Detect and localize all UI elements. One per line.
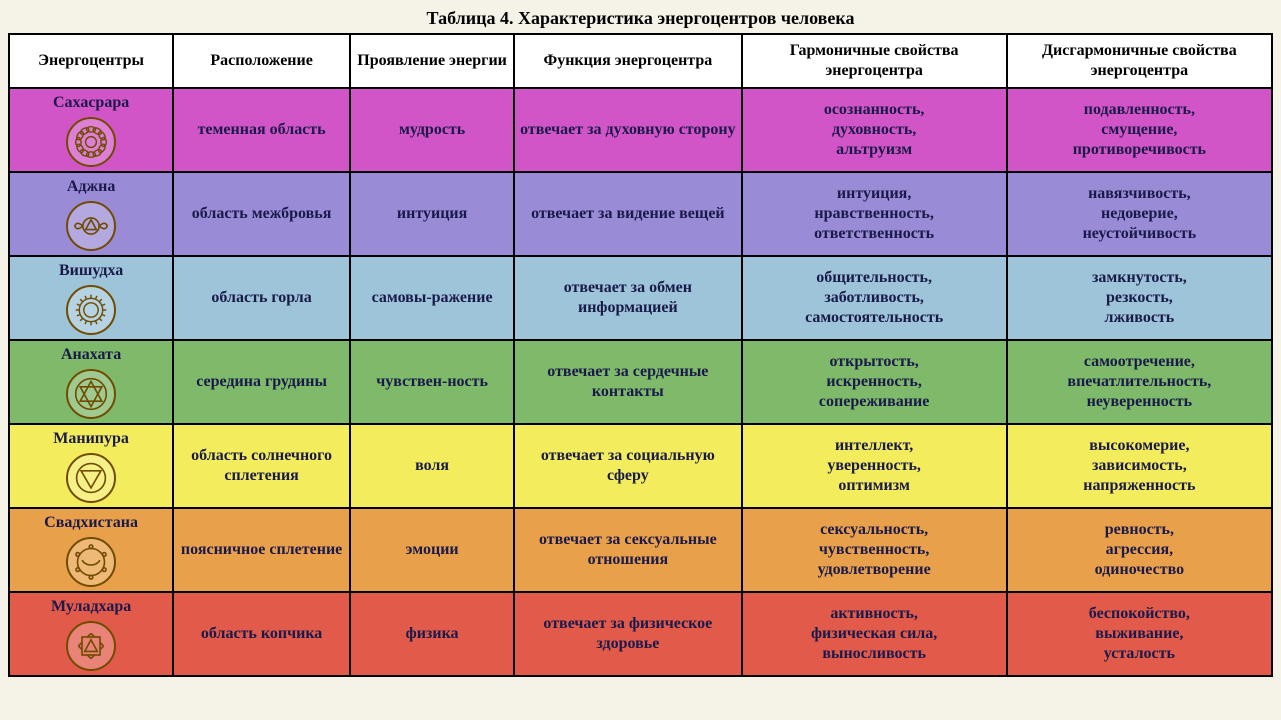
square-icon (66, 621, 116, 671)
cell-function: отвечает за сексуальные отношения (514, 508, 741, 592)
crescent-icon (66, 537, 116, 587)
cell-energy: самовы-ражение (350, 256, 514, 340)
table-caption: Таблица 4. Характеристика энергоцентров … (8, 8, 1273, 29)
table-row: Вишудха область горласамовы-ражениеотвеч… (9, 256, 1272, 340)
cell-harmonic: осознанность,духовность,альтруизм (742, 88, 1007, 172)
cell-energy: физика (350, 592, 514, 676)
cell-location: область межбровья (173, 172, 350, 256)
table-row: Сахасрара теменная областьмудростьотвеча… (9, 88, 1272, 172)
header-energy-centers: Энергоцентры (9, 34, 173, 88)
table-row: Аджна область межбровьяинтуицияотвечает … (9, 172, 1272, 256)
cell-energy: мудрость (350, 88, 514, 172)
cell-disharmonic: самоотречение,впечатлительность,неуверен… (1007, 340, 1272, 424)
cell-disharmonic: беспокойство,выживание,усталость (1007, 592, 1272, 676)
cell-energy: интуиция (350, 172, 514, 256)
cell-location: поясничное сплетение (173, 508, 350, 592)
cell-disharmonic: подавленность,смущение,противоречивость (1007, 88, 1272, 172)
cell-harmonic: открытость,искренность,сопереживание (742, 340, 1007, 424)
cell-energy: воля (350, 424, 514, 508)
cell-function: отвечает за видение вещей (514, 172, 741, 256)
chakra-name: Свадхистана (12, 513, 170, 533)
header-energy-manifestation: Проявление энергии (350, 34, 514, 88)
chakra-name: Аджна (12, 177, 170, 197)
two-petal-icon (66, 201, 116, 251)
cell-harmonic: интеллект,уверенность,оптимизм (742, 424, 1007, 508)
chakra-table: Энергоцентры Расположение Проявление эне… (8, 33, 1273, 677)
cell-name: Муладхара (9, 592, 173, 676)
cell-harmonic: общительность,заботливость,самостоятельн… (742, 256, 1007, 340)
cell-name: Сахасрара (9, 88, 173, 172)
cell-disharmonic: высокомерие,зависимость,напряженность (1007, 424, 1272, 508)
cell-disharmonic: замкнутость,резкость,лживость (1007, 256, 1272, 340)
cell-location: область горла (173, 256, 350, 340)
header-location: Расположение (173, 34, 350, 88)
table-row: Манипура область солнечного сплетениявол… (9, 424, 1272, 508)
cell-name: Анахата (9, 340, 173, 424)
table-row: Анахата середина грудинычувствен-ностьот… (9, 340, 1272, 424)
cell-disharmonic: навязчивость,недоверие,неустойчивость (1007, 172, 1272, 256)
cell-energy: чувствен-ность (350, 340, 514, 424)
cell-name: Вишудха (9, 256, 173, 340)
chakra-name: Сахасрара (12, 93, 170, 113)
cell-function: отвечает за сердечные контакты (514, 340, 741, 424)
hexagram-icon (66, 369, 116, 419)
chakra-name: Анахата (12, 345, 170, 365)
cell-disharmonic: ревность,агрессия,одиночество (1007, 508, 1272, 592)
triangle-down-icon (66, 453, 116, 503)
table-row: Свадхистана поясничное сплетениеэмоцииот… (9, 508, 1272, 592)
cell-location: середина грудины (173, 340, 350, 424)
cell-name: Свадхистана (9, 508, 173, 592)
cell-location: область копчика (173, 592, 350, 676)
cell-harmonic: интуиция,нравственность,ответственность (742, 172, 1007, 256)
cell-location: область солнечного сплетения (173, 424, 350, 508)
cell-function: отвечает за духовную сторону (514, 88, 741, 172)
cell-name: Манипура (9, 424, 173, 508)
cell-function: отвечает за обмен информацией (514, 256, 741, 340)
cell-harmonic: сексуальность,чувственность,удовлетворен… (742, 508, 1007, 592)
header-row: Энергоцентры Расположение Проявление эне… (9, 34, 1272, 88)
cell-location: теменная область (173, 88, 350, 172)
chakra-name: Муладхара (12, 597, 170, 617)
cell-function: отвечает за физическое здоровье (514, 592, 741, 676)
header-harmonic: Гармоничные свойства энергоцентра (742, 34, 1007, 88)
cell-harmonic: активность,физическая сила,выносливость (742, 592, 1007, 676)
table-row: Муладхара область копчикафизикаотвечает … (9, 592, 1272, 676)
cell-function: отвечает за социальную сферу (514, 424, 741, 508)
lotus-icon (66, 117, 116, 167)
header-function: Функция энергоцентра (514, 34, 741, 88)
cell-energy: эмоции (350, 508, 514, 592)
chakra-name: Вишудха (12, 261, 170, 281)
chakra-name: Манипура (12, 429, 170, 449)
header-disharmonic: Дисгармоничные свойства энергоцентра (1007, 34, 1272, 88)
circle-petals-icon (66, 285, 116, 335)
cell-name: Аджна (9, 172, 173, 256)
